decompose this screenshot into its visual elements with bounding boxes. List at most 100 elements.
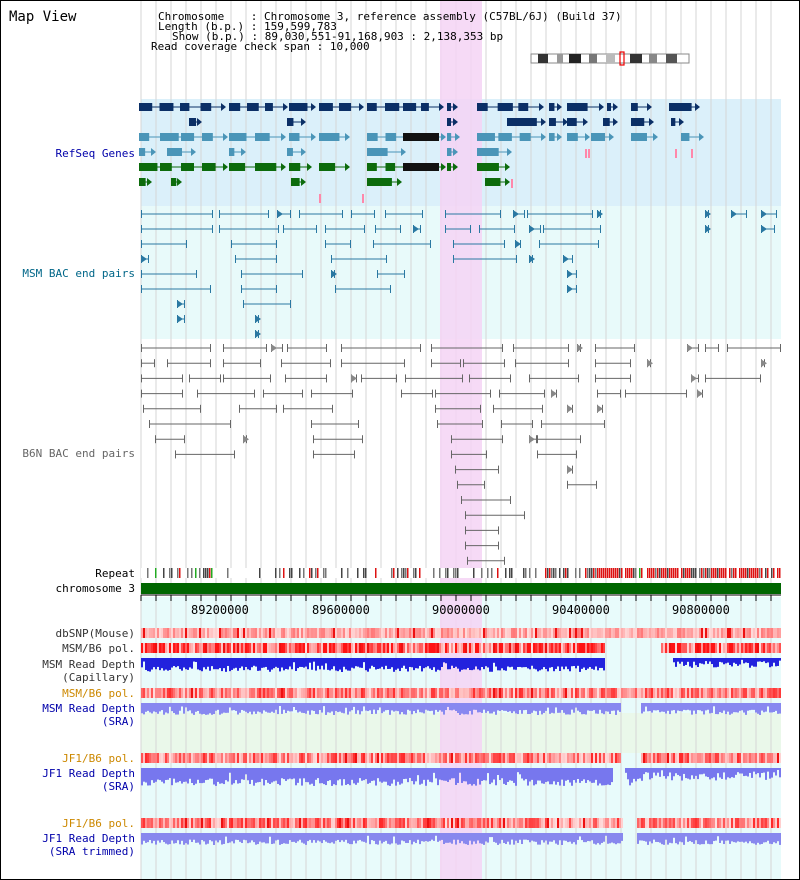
bac-end	[498, 526, 499, 535]
heat-cell	[713, 643, 715, 653]
heat-cell	[269, 753, 271, 763]
depth-bar	[709, 833, 711, 845]
track-label-repeat[interactable]: Repeat	[95, 567, 135, 580]
heat-cell	[225, 688, 227, 698]
depth-bar	[477, 703, 479, 713]
heat-cell	[585, 643, 587, 653]
heat-cell	[391, 688, 393, 698]
depth-bar	[459, 658, 461, 672]
depth-bar	[221, 703, 223, 714]
track-label-jf1-depth-trim[interactable]: JF1 Read Depth	[42, 832, 135, 845]
heat-cell	[421, 643, 423, 653]
depth-bar	[159, 833, 161, 843]
bac-end	[254, 389, 255, 398]
heat-cell	[199, 628, 201, 638]
heat-cell	[293, 753, 295, 763]
repeat-mark	[299, 568, 301, 578]
track-label-jf1-depth-trim-sub: (SRA trimmed)	[48, 845, 135, 858]
heat-cell	[251, 628, 253, 638]
heat-cell	[347, 753, 349, 763]
repeat-mark	[575, 568, 577, 578]
depth-bar	[751, 768, 753, 778]
heat-cell	[609, 818, 611, 828]
track-label-msm-depth-cap[interactable]: MSM Read Depth	[42, 658, 135, 671]
depth-bar	[291, 658, 293, 670]
depth-bar	[265, 658, 267, 667]
heat-cell	[409, 628, 411, 638]
heat-cell	[637, 818, 639, 828]
heat-cell	[543, 688, 545, 698]
heat-cell	[451, 753, 453, 763]
depth-bar	[217, 833, 219, 843]
heat-cell	[161, 628, 163, 638]
heat-cell	[607, 628, 609, 638]
bac-end	[404, 270, 405, 278]
bac-end	[420, 225, 421, 233]
depth-bar	[255, 833, 257, 845]
track-label-jf1-depth-sra[interactable]: JF1 Read Depth	[42, 767, 135, 780]
depth-bar	[207, 703, 209, 715]
depth-bar	[305, 703, 307, 714]
depth-bar	[645, 703, 647, 707]
heat-cell	[749, 643, 751, 653]
heat-cell	[545, 688, 547, 698]
heat-cell	[147, 753, 149, 763]
heat-cell	[437, 818, 439, 828]
repeat-mark	[511, 568, 513, 578]
heat-cell	[579, 628, 581, 638]
depth-bar	[719, 658, 721, 662]
heat-cell	[565, 643, 567, 653]
depth-bar	[577, 658, 579, 666]
heat-cell	[737, 753, 739, 763]
bac-end	[536, 435, 537, 444]
track-label-dbsnp[interactable]: dbSNP(Mouse)	[55, 627, 135, 640]
bac-end	[196, 270, 197, 278]
heat-cell	[669, 753, 671, 763]
heat-cell	[599, 643, 601, 653]
heat-cell	[141, 688, 143, 698]
track-label-msm-bac[interactable]: MSM BAC end pairs	[22, 267, 135, 280]
heat-cell	[459, 643, 461, 653]
heat-cell	[617, 688, 619, 698]
track-label-jf1-b6-pol-1[interactable]: JF1/B6 pol.	[62, 752, 135, 765]
track-label-msm-b6-pol-2[interactable]: MSM/B6 pol.	[62, 687, 135, 700]
bac-end	[325, 225, 326, 233]
depth-bar	[231, 658, 233, 670]
depth-bar	[541, 703, 543, 715]
depth-bar	[745, 703, 747, 715]
bac-end	[746, 210, 747, 218]
track-label-msm-depth-sra[interactable]: MSM Read Depth	[42, 702, 135, 715]
track-label-msm-b6-pol-1[interactable]: MSM/B6 pol.	[62, 642, 135, 655]
heat-cell	[705, 818, 707, 828]
depth-bar	[775, 833, 777, 844]
heat-cell	[667, 818, 669, 828]
heat-cell	[335, 643, 337, 653]
depth-bar	[533, 833, 535, 842]
track-label-chromosome[interactable]: chromosome 3	[55, 582, 135, 595]
depth-bar	[503, 658, 505, 671]
heat-cell	[769, 628, 771, 638]
heat-cell	[167, 688, 169, 698]
heat-cell	[385, 753, 387, 763]
depth-bar	[403, 833, 405, 842]
gene-exon	[229, 163, 246, 171]
bac-end	[351, 210, 352, 218]
heat-cell	[571, 688, 573, 698]
depth-bar	[585, 768, 587, 783]
depth-bar	[743, 703, 745, 713]
heat-cell	[283, 753, 285, 763]
heat-cell	[541, 643, 543, 653]
track-label-jf1-b6-pol-2[interactable]: JF1/B6 pol.	[62, 817, 135, 830]
heat-cell	[665, 753, 667, 763]
repeat-mark	[317, 568, 319, 578]
depth-bar	[587, 768, 589, 781]
heat-cell	[455, 628, 457, 638]
track-label-b6n-bac[interactable]: B6N BAC end pairs	[22, 447, 135, 460]
heat-cell	[577, 753, 579, 763]
gene-exon	[202, 133, 213, 141]
depth-bar	[483, 833, 485, 845]
heat-cell	[711, 628, 713, 638]
depth-bar	[455, 658, 457, 667]
track-label-refseq[interactable]: RefSeq Genes	[55, 147, 135, 160]
